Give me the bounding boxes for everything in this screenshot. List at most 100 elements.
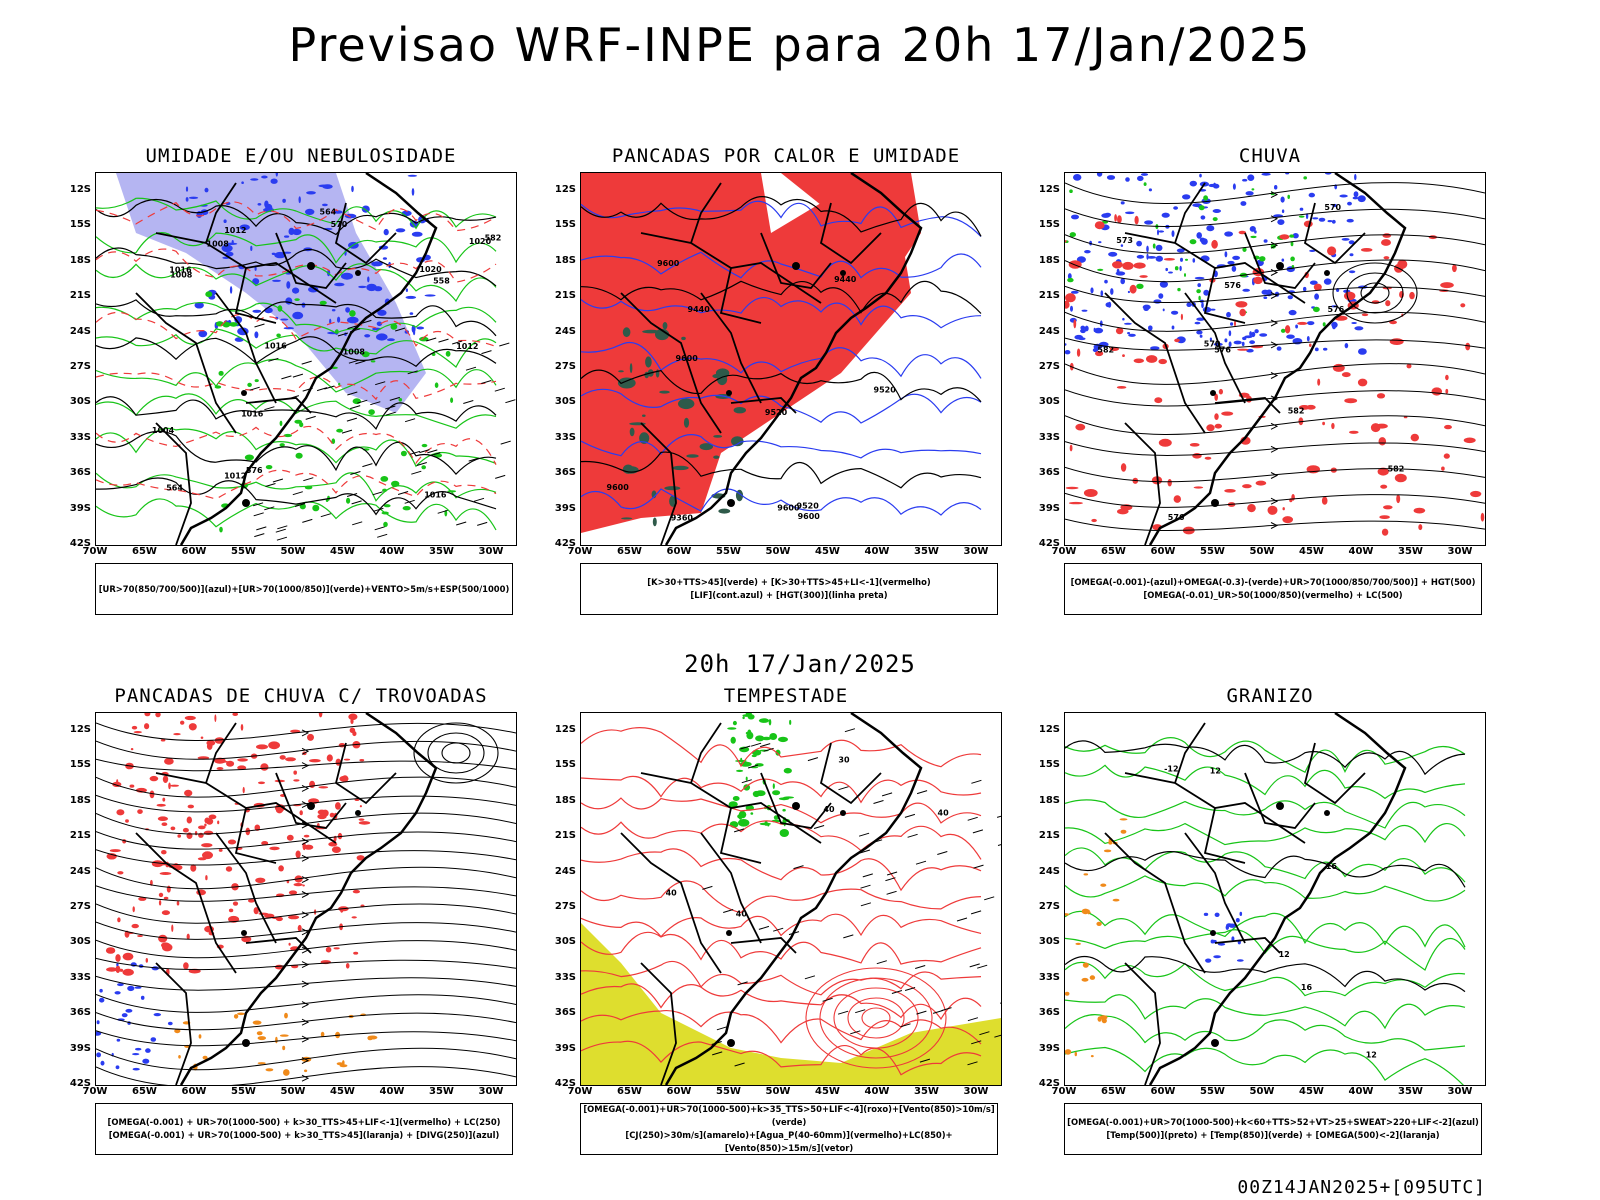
wind-vector (477, 521, 488, 526)
legend-line: [CJ(250)>30m/s](amarelo)+[Agua_P(40-60mm… (625, 1130, 953, 1153)
wind-vector (873, 800, 884, 804)
latitude-tick-label: 42S (69, 538, 91, 549)
thunderstorm-area (129, 784, 135, 788)
green-humidity-cell (370, 360, 376, 363)
lake (242, 1039, 250, 1047)
longitude-tick-label: 50W (1249, 1086, 1275, 1097)
thunderstorm-area (184, 715, 196, 721)
humidity-cell (284, 235, 290, 238)
precipitable-water-contour (581, 960, 982, 996)
rain-area (1206, 424, 1215, 432)
longitude-tick-label: 35W (429, 546, 454, 557)
wind850-area (730, 736, 736, 744)
omega-area (1357, 195, 1366, 203)
humidity-cell (234, 337, 244, 342)
strong-omega-area (1251, 188, 1255, 191)
omega-area (1332, 323, 1336, 330)
temp850-contour (1065, 961, 1466, 997)
omega-area (1259, 333, 1268, 337)
thunderstorm-area (356, 855, 365, 861)
wind-vector (838, 786, 849, 791)
omega-area (1332, 203, 1338, 208)
precipitable-water-contour (581, 983, 982, 1021)
wind850-area (782, 808, 786, 812)
wind850-area (742, 716, 745, 720)
low-pressure-center (1360, 282, 1390, 304)
latitude-tick-label: 27S (554, 361, 576, 372)
thunderstorm-area (345, 963, 350, 969)
omega-area (1352, 196, 1359, 200)
omega-area (1080, 325, 1086, 330)
thunderstorm-area (288, 890, 298, 895)
wind-vector (793, 865, 804, 870)
omega500-area (1090, 1055, 1094, 1058)
omega500-area (1103, 849, 1112, 853)
precipitable-water-contour (581, 1040, 982, 1076)
thunderstorm-area (125, 819, 129, 823)
wind-vector (881, 792, 893, 797)
k-tts-area (659, 390, 670, 394)
contour-label: 582 (485, 234, 502, 243)
omega-area (1136, 254, 1145, 259)
omega-area (1186, 302, 1192, 307)
coastline (664, 713, 923, 1085)
omega-area (1137, 175, 1144, 182)
wind-vector (858, 832, 870, 837)
map-frame (95, 712, 517, 1086)
thunderstorm-area (348, 713, 358, 721)
green-humidity-cell (294, 419, 302, 424)
contour-label: 564 (320, 207, 337, 216)
latitude-tick-label: 36S (69, 1007, 91, 1019)
humidity-cell (333, 210, 343, 214)
omega-area (1331, 219, 1336, 224)
divergence-area (153, 1013, 161, 1017)
wind850-area (738, 810, 747, 819)
panel-title: CHUVA (1238, 145, 1302, 167)
divergence-area (132, 1067, 140, 1071)
green-humidity-cell (279, 443, 285, 447)
wind-vector (855, 1009, 866, 1014)
latitude-tick-label: 24S (1038, 865, 1060, 877)
omega-area (1286, 334, 1295, 339)
divergence-area (116, 1038, 121, 1042)
rain-area (1443, 453, 1450, 459)
thunderstorm-area (293, 770, 297, 775)
contour-label: 582 (1097, 345, 1114, 354)
latitude-tick-label: 27S (1038, 361, 1060, 372)
streamline (1065, 208, 1485, 228)
humidity-cell (234, 316, 243, 324)
omega-area (1231, 265, 1237, 272)
lif-contour (581, 200, 982, 238)
wind-vector (347, 391, 358, 396)
rain-area (1237, 348, 1249, 351)
legend-line: [UR>70(850/700/500)](azul)+[UR>70(1000/8… (98, 583, 510, 594)
wind-vector (850, 1030, 861, 1035)
lifted-condensation-ring (805, 967, 947, 1069)
lifted-condensation-ring (833, 987, 919, 1049)
rain-area (1445, 388, 1449, 394)
latitude-tick-label: 27S (69, 361, 91, 372)
latitude-tick-label: 18S (554, 254, 576, 266)
omega-area (1192, 258, 1196, 263)
humidity-cell (283, 251, 292, 254)
thunderstorm-area (290, 729, 301, 733)
omega-area (1093, 327, 1096, 332)
green-humidity-cell (445, 350, 451, 357)
omega-area (1070, 290, 1079, 294)
country-border (215, 292, 277, 404)
latitude-tick-label: 12S (554, 184, 576, 195)
country-border (640, 422, 677, 545)
omega-area (1263, 239, 1268, 243)
omega-area (1157, 229, 1159, 236)
omega500-area (1089, 975, 1096, 980)
wind850-area (747, 714, 755, 720)
humidity-cell (225, 251, 234, 257)
rain-area (1460, 303, 1466, 308)
wind-vector (375, 381, 386, 386)
longitude-tick-label: 35W (1398, 546, 1423, 557)
rain-area (1065, 240, 1067, 243)
thunderstorm-area (325, 946, 332, 953)
omega-area (1104, 279, 1108, 284)
latitude-tick-label: 33S (554, 971, 576, 983)
